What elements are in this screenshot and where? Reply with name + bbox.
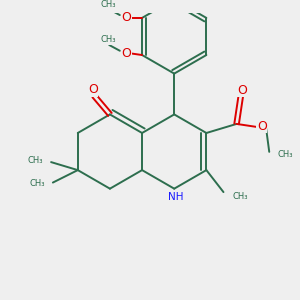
Text: O: O: [88, 83, 98, 96]
Text: O: O: [237, 84, 247, 97]
Text: CH₃: CH₃: [278, 150, 293, 159]
Text: O: O: [122, 47, 131, 60]
Text: CH₃: CH₃: [29, 179, 45, 188]
Text: O: O: [257, 120, 267, 133]
Text: CH₃: CH₃: [232, 192, 248, 201]
Text: CH₃: CH₃: [28, 156, 43, 165]
Text: CH₃: CH₃: [100, 35, 116, 44]
Text: NH: NH: [168, 192, 183, 202]
Text: CH₃: CH₃: [100, 0, 116, 9]
Text: O: O: [122, 11, 131, 24]
